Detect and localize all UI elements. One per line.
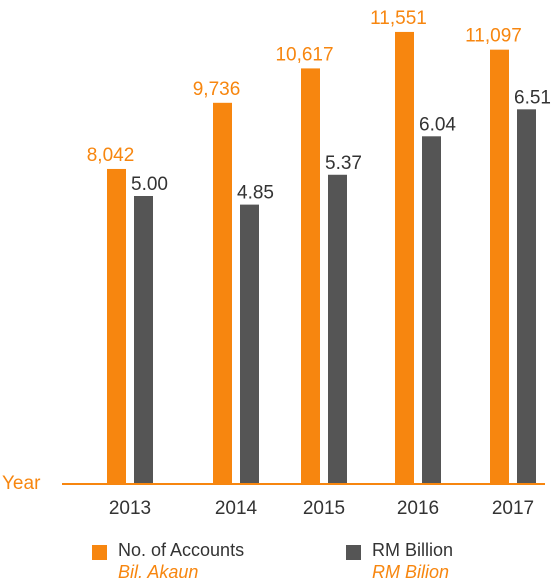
bar-accounts-2016 bbox=[395, 31, 414, 484]
bar-rm-billion-2014 bbox=[240, 204, 259, 484]
bar-rm-billion-2015 bbox=[328, 174, 347, 483]
x-axis-title: Year bbox=[2, 473, 41, 494]
legend-label-accounts: No. of Accounts bbox=[118, 540, 245, 560]
bar-accounts-2013 bbox=[107, 168, 126, 483]
bar-accounts-2017 bbox=[490, 49, 509, 484]
value-label-rm-billion-2015: 5.37 bbox=[325, 153, 362, 174]
legend-sublabel-rm-billion: RM Bilion bbox=[372, 562, 450, 582]
x-tick-label-2013: 2013 bbox=[109, 498, 151, 519]
bar-rm-billion-2016 bbox=[422, 136, 441, 483]
value-label-rm-billion-2014: 4.85 bbox=[237, 183, 274, 204]
value-label-accounts-2015: 10,617 bbox=[275, 44, 333, 65]
value-label-accounts-2017: 11,097 bbox=[465, 26, 522, 47]
x-tick-labels: 2013 2014 2015 2016 2017 bbox=[109, 498, 534, 519]
bar-accounts-2014 bbox=[213, 102, 232, 483]
accounts-bars bbox=[107, 31, 509, 484]
legend-swatch-accounts bbox=[92, 545, 107, 560]
rm-billion-bars bbox=[134, 109, 536, 484]
legend-swatch-rm-billion bbox=[346, 545, 361, 560]
bar-rm-billion-2013 bbox=[134, 196, 153, 483]
value-label-accounts-2014: 9,736 bbox=[193, 79, 241, 100]
value-label-accounts-2013: 8,042 bbox=[87, 145, 135, 166]
x-tick-label-2014: 2014 bbox=[215, 498, 258, 519]
value-label-rm-billion-2017: 6.51 bbox=[514, 87, 551, 108]
x-tick-label-2017: 2017 bbox=[492, 498, 534, 519]
value-label-accounts-2016: 11,551 bbox=[370, 8, 427, 29]
x-tick-label-2016: 2016 bbox=[397, 498, 439, 519]
legend-label-rm-billion: RM Billion bbox=[372, 540, 454, 560]
bar-accounts-2015 bbox=[301, 68, 320, 483]
legend-sublabel-accounts: Bil. Akaun bbox=[118, 562, 199, 582]
bar-rm-billion-2017 bbox=[517, 109, 536, 484]
value-label-rm-billion-2013: 5.00 bbox=[131, 174, 168, 195]
value-labels: 8,042 5.00 9,736 4.85 10,617 5.37 11,551 6.04 11… bbox=[87, 8, 551, 204]
x-tick-label-2015: 2015 bbox=[303, 498, 345, 519]
value-label-rm-billion-2016: 6.04 bbox=[419, 114, 456, 135]
